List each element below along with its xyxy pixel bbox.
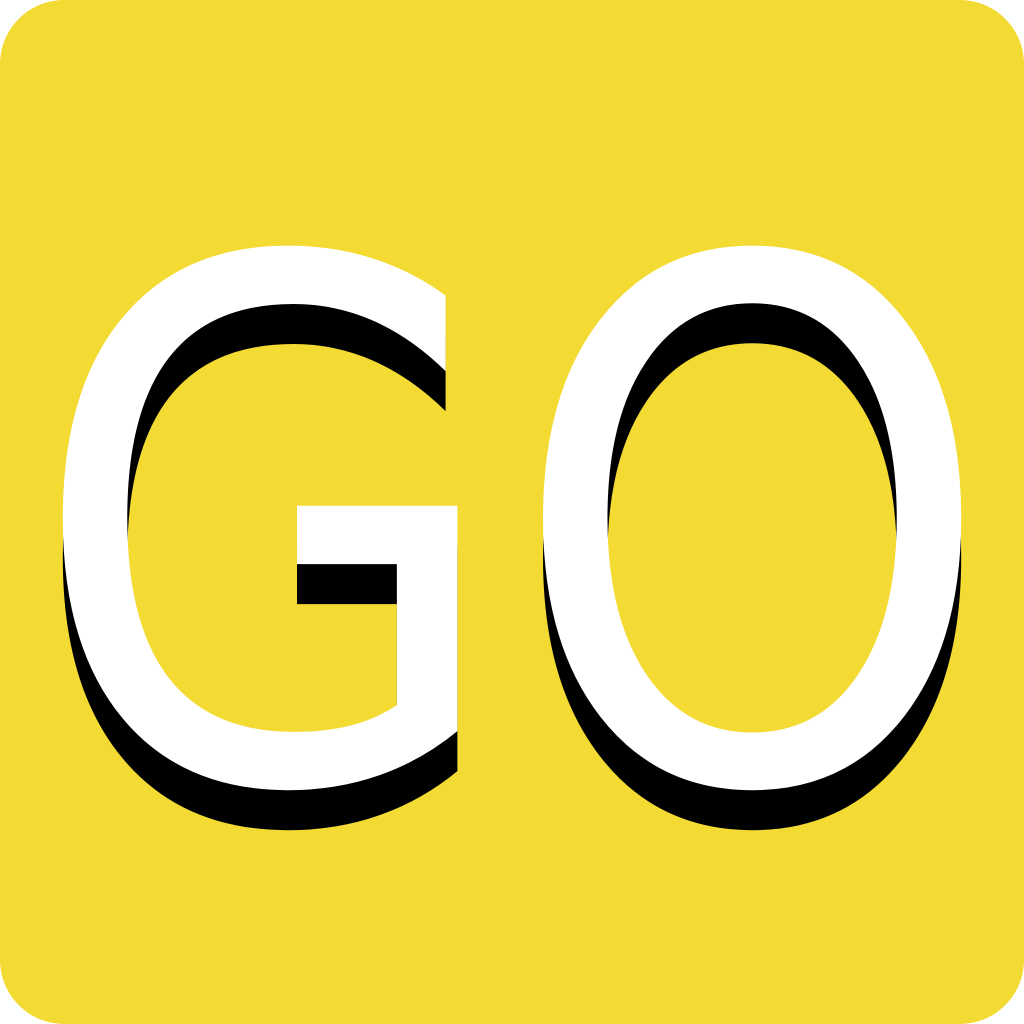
logo-text: GO [28,112,996,950]
logo-shadow-text: GO [28,152,996,990]
